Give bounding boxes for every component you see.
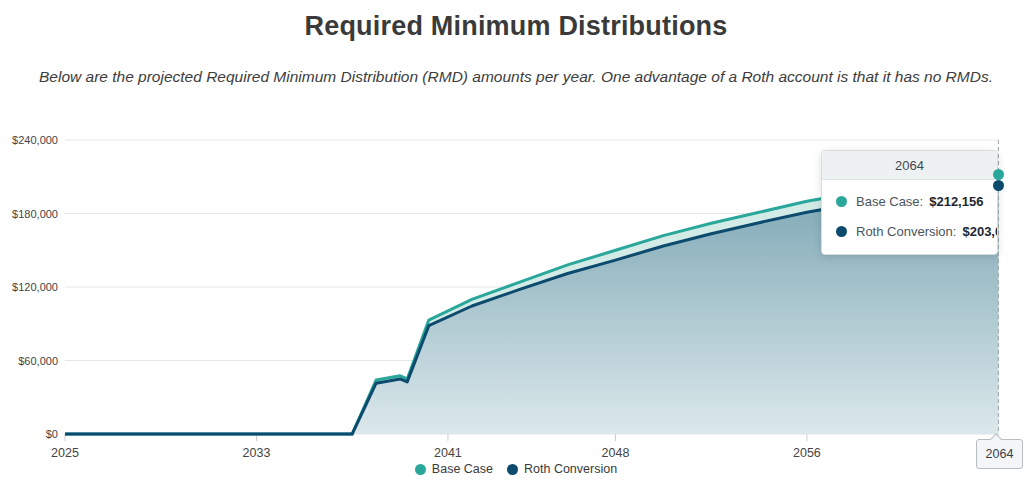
tooltip-value: $203,064 <box>962 224 998 239</box>
y-axis-label: $240,000 <box>12 134 58 146</box>
y-axis-label: $60,000 <box>18 355 58 367</box>
roth-conversion-dot-icon <box>836 226 847 237</box>
x-axis-label: 2056 <box>793 446 821 460</box>
base-case-marker-icon <box>993 169 1004 180</box>
rmd-chart-panel: Required Minimum Distributions Below are… <box>0 0 1032 484</box>
base-case-dot-icon <box>415 464 426 475</box>
y-axis-label: $180,000 <box>12 208 58 220</box>
roth-conversion-dot-icon <box>507 464 518 475</box>
legend: Base Case Roth Conversion <box>0 462 1032 476</box>
x-axis-label: 2025 <box>51 446 79 460</box>
chart-tooltip: 2064 Base Case: $212,156 Roth Conversion… <box>821 150 998 255</box>
x-axis-label: 2033 <box>243 446 271 460</box>
tooltip-value: $212,156 <box>929 194 983 209</box>
roth-conversion-marker-icon <box>993 180 1004 191</box>
x-axis-highlight-label: 2064 <box>976 439 1023 469</box>
legend-item-roth-conversion[interactable]: Roth Conversion <box>507 462 617 476</box>
tooltip-label: Base Case: <box>856 194 923 209</box>
base-case-dot-icon <box>836 196 847 207</box>
legend-label: Roth Conversion <box>524 462 617 476</box>
tooltip-row-roth-conversion: Roth Conversion: $203,064 <box>822 216 997 246</box>
x-axis-label: 2048 <box>602 446 630 460</box>
y-axis-label: $120,000 <box>12 281 58 293</box>
tooltip-row-base-case: Base Case: $212,156 <box>822 186 997 216</box>
legend-item-base-case[interactable]: Base Case <box>415 462 493 476</box>
y-axis-label: $0 <box>46 428 58 440</box>
legend-label: Base Case <box>432 462 493 476</box>
tooltip-body: Base Case: $212,156 Roth Conversion: $20… <box>822 180 997 254</box>
tooltip-year: 2064 <box>822 151 997 180</box>
tooltip-label: Roth Conversion: <box>856 224 956 239</box>
x-axis-label: 2041 <box>434 446 462 460</box>
highlight-year: 2064 <box>986 447 1014 461</box>
